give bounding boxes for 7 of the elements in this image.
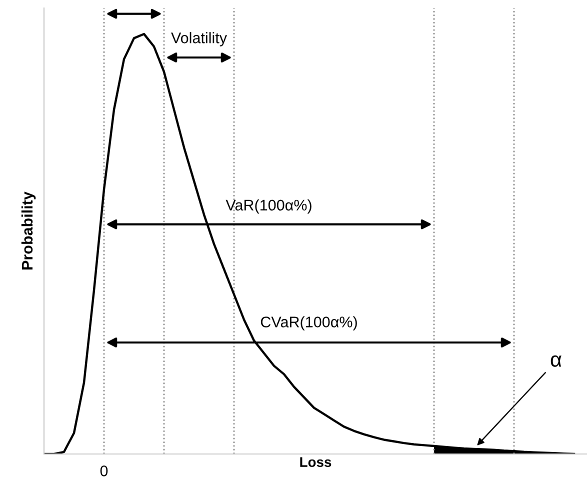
x-axis-title: Loss — [300, 457, 332, 467]
annotation: CVaR(100α%) — [260, 316, 357, 330]
annotation: α — [550, 355, 562, 367]
y-axis-title: Probability — [21, 192, 36, 270]
annotation: VaR(100α%) — [226, 199, 312, 214]
annotation: Volatility — [171, 32, 227, 46]
text: 0 — [100, 466, 108, 476]
